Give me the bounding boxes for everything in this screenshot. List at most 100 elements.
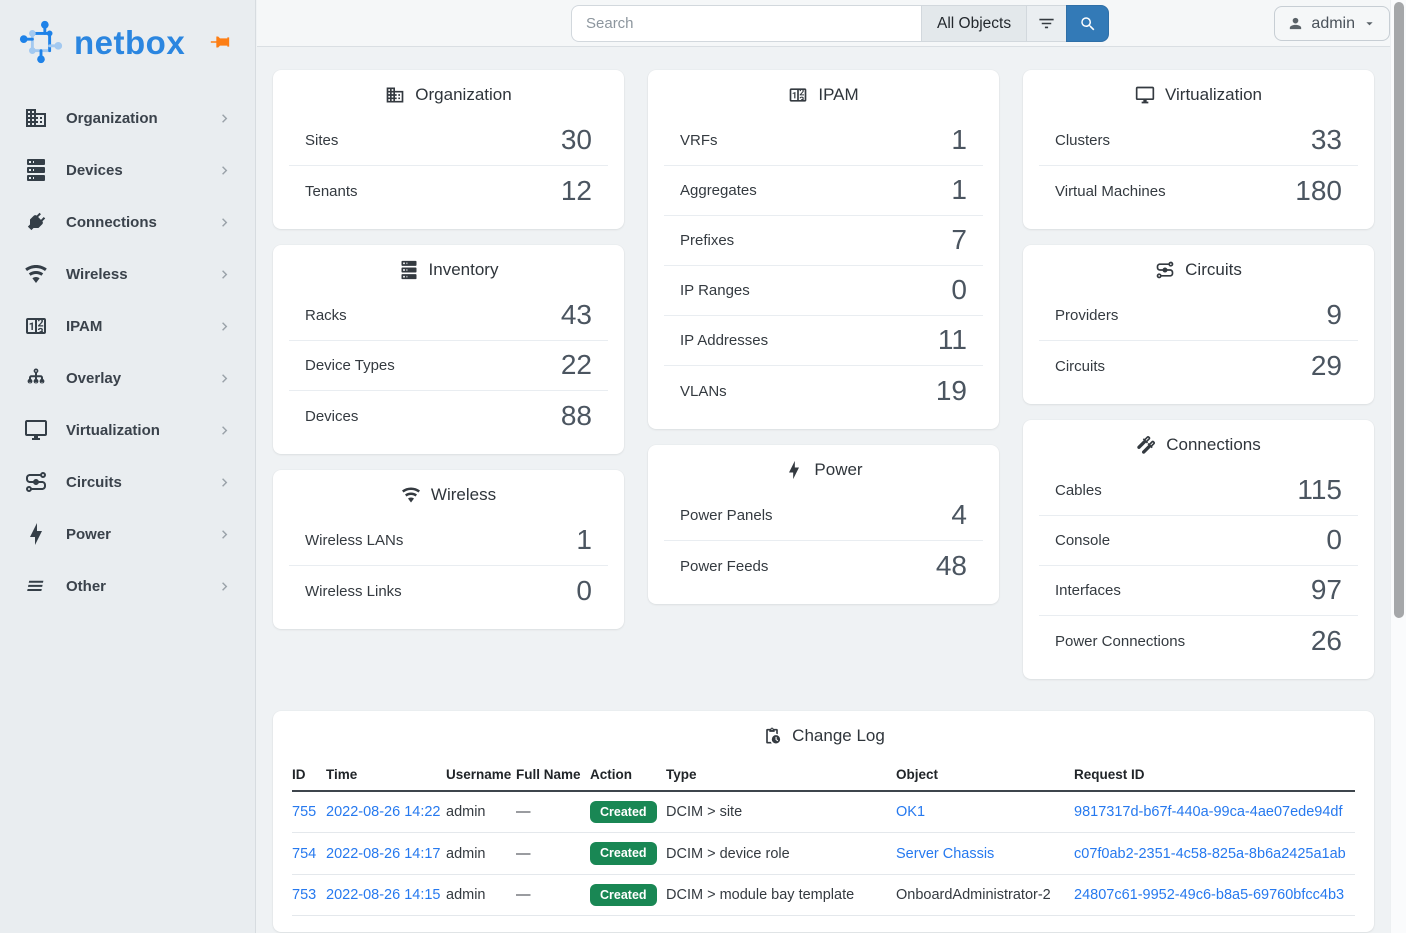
action-badge: Created — [590, 842, 657, 865]
card-wireless: Wireless Wireless LANs 1 Wireless Links … — [273, 470, 624, 629]
changelog-type: DCIM > device role — [666, 845, 790, 862]
changelog-time-link[interactable]: 2022-08-26 14:17 — [326, 845, 441, 862]
changelog-type: DCIM > module bay template — [666, 886, 855, 903]
changelog-request-link[interactable]: 24807c61-9952-49c6-b8a5-69760bfcc4b3 — [1074, 886, 1345, 903]
stat-value-link[interactable]: 180 — [1295, 174, 1342, 206]
stat-value-link[interactable]: 0 — [576, 574, 592, 606]
scrollbar-thumb[interactable] — [1394, 2, 1404, 618]
stat-label: VLANs — [680, 382, 727, 400]
brand[interactable]: netbox — [0, 0, 255, 78]
stat-value-link[interactable]: 88 — [560, 399, 592, 431]
changelog-object-link[interactable]: OK1 — [896, 804, 926, 821]
wifi-icon — [401, 485, 421, 505]
changelog-request-link[interactable]: c07f0ab2-2351-4c58-825a-8b6a2425a1ab — [1074, 845, 1346, 862]
stat-value-link[interactable]: 33 — [1310, 124, 1342, 156]
sidebar-pin-icon[interactable] — [209, 31, 231, 53]
user-menu-button[interactable]: admin — [1274, 6, 1390, 41]
stat-value-link[interactable]: 0 — [951, 274, 967, 306]
stat-label: Wireless LANs — [305, 532, 404, 549]
stat-value-link[interactable]: 97 — [1310, 574, 1342, 606]
changelog-time-link[interactable]: 2022-08-26 14:22 — [326, 804, 441, 821]
stat-row-sites: Sites 30 — [289, 116, 608, 166]
stat-value-link[interactable]: 0 — [1326, 524, 1342, 556]
sidebar-item-organization[interactable]: Organization — [0, 92, 255, 144]
changelog-id-link[interactable]: 753 — [292, 886, 317, 903]
sidebar-item-other[interactable]: Other — [0, 560, 255, 612]
sidebar-item-label: Power — [66, 525, 112, 543]
filter-button[interactable] — [1026, 5, 1067, 42]
stat-label: Racks — [305, 307, 347, 324]
search-scope-button[interactable]: All Objects — [921, 5, 1027, 42]
sidebar-item-overlay[interactable]: Overlay — [0, 352, 255, 404]
card-connections: Connections Cables 115 Console 0 Interfa… — [1023, 420, 1374, 679]
sidebar-item-ipam[interactable]: IPAM — [0, 300, 255, 352]
chevron-right-icon — [216, 162, 233, 179]
changelog-request-link[interactable]: 9817317d-b67f-440a-99ca-4ae07ede94df — [1074, 804, 1343, 821]
stat-label: Virtual Machines — [1055, 182, 1166, 200]
stat-label: Cables — [1055, 482, 1102, 499]
brand-name: netbox — [74, 23, 186, 61]
search-submit-button[interactable] — [1066, 5, 1110, 42]
stat-value-link[interactable]: 4 — [951, 499, 967, 531]
stat-value-link[interactable]: 12 — [560, 174, 592, 206]
chevron-right-icon — [216, 578, 233, 595]
sidebar-item-label: Other — [66, 577, 107, 595]
stat-label: Power Connections — [1055, 632, 1186, 650]
changelog-type: DCIM > site — [666, 804, 743, 821]
changelog-username: admin — [446, 845, 486, 862]
search-input[interactable] — [571, 5, 921, 42]
stat-value-link[interactable]: 29 — [1310, 349, 1342, 381]
card-title-wireless: Wireless — [430, 485, 497, 504]
sidebar-item-virtualization[interactable]: Virtualization — [0, 404, 255, 456]
stat-value-link[interactable]: 22 — [560, 349, 592, 381]
user-menu-label: admin — [1311, 14, 1355, 32]
changelog-id-link[interactable]: 755 — [292, 804, 317, 821]
monitor-icon — [24, 418, 48, 442]
stat-row-power-connections: Power Connections 26 — [1039, 616, 1358, 666]
sidebar-item-connections[interactable]: Connections — [0, 196, 255, 248]
stat-row-ip-ranges: IP Ranges 0 — [664, 266, 983, 316]
sidebar-item-circuits[interactable]: Circuits — [0, 456, 255, 508]
stat-value-link[interactable]: 1 — [951, 174, 967, 206]
sidebar-item-wireless[interactable]: Wireless — [0, 248, 255, 300]
stat-value-link[interactable]: 1 — [951, 124, 967, 156]
netbox-logo-icon — [18, 19, 64, 65]
stat-value-link[interactable]: 26 — [1310, 624, 1342, 656]
stat-value-link[interactable]: 43 — [560, 299, 592, 331]
changelog-id-link[interactable]: 754 — [292, 845, 317, 862]
stat-value-link[interactable]: 11 — [937, 324, 967, 356]
stat-value-link[interactable]: 1 — [576, 524, 592, 556]
stat-row-prefixes: Prefixes 7 — [664, 216, 983, 266]
stat-label: Interfaces — [1055, 582, 1121, 599]
changelog-row: 755 2022-08-26 14:22 admin — Created DCIM > s… — [292, 791, 1355, 834]
changelog-time-link[interactable]: 2022-08-26 14:15 — [326, 886, 441, 903]
sidebar-item-devices[interactable]: Devices — [0, 144, 255, 196]
card-ipam: IPAM VRFs 1 Aggregates 1 Prefixes 7 IP R… — [648, 70, 999, 429]
stat-value-link[interactable]: 9 — [1326, 299, 1342, 331]
changelog-object-link[interactable]: Server Chassis — [896, 845, 995, 862]
stat-value-link[interactable]: 19 — [935, 374, 967, 406]
card-title-inventory: Inventory — [428, 260, 499, 279]
stat-row-racks: Racks 43 — [289, 291, 608, 341]
stat-label: Providers — [1055, 307, 1119, 324]
stat-value-link[interactable]: 7 — [951, 224, 967, 256]
action-badge: Created — [590, 801, 657, 824]
stat-label: Circuits — [1055, 357, 1106, 375]
stat-row-power-panels: Power Panels 4 — [664, 491, 983, 541]
card-inventory: Inventory Racks 43 Device Types 22 Devic… — [273, 245, 624, 454]
stat-row-virtual-machines: Virtual Machines 180 — [1039, 166, 1358, 216]
stat-label: Wireless Links — [305, 582, 402, 600]
stat-row-devices: Devices 88 — [289, 391, 608, 441]
stat-value-link[interactable]: 48 — [935, 549, 967, 581]
vertical-scrollbar — [1390, 0, 1406, 933]
stat-value-link[interactable]: 115 — [1297, 474, 1342, 506]
bolt-icon — [784, 460, 804, 480]
stat-value-link[interactable]: 30 — [560, 124, 592, 156]
stat-row-clusters: Clusters 33 — [1039, 116, 1358, 166]
building-icon — [24, 106, 48, 130]
hierarchy-icon — [24, 366, 48, 390]
counter-icon — [24, 314, 48, 338]
sidebar-item-power[interactable]: Power — [0, 508, 255, 560]
stat-row-device-types: Device Types 22 — [289, 341, 608, 391]
card-title-organization: Organization — [415, 85, 512, 104]
